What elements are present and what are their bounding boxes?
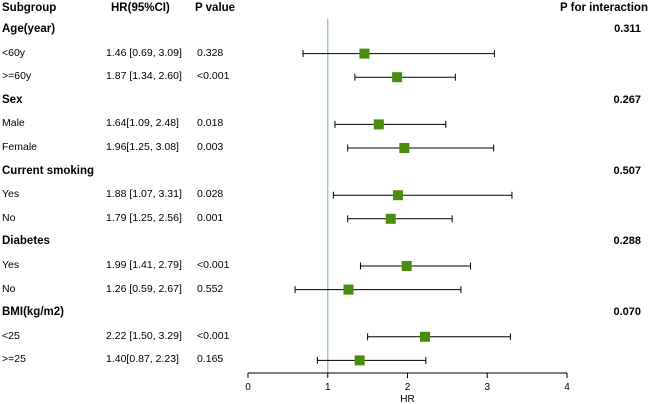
x-tick-label: 4 (564, 382, 570, 393)
hr-marker (399, 143, 410, 153)
header-p-interaction: P for interaction (560, 2, 648, 14)
hr-marker (401, 261, 412, 271)
hr-marker (354, 355, 365, 366)
hr-marker (385, 213, 396, 224)
x-tick-label: 1 (325, 382, 331, 393)
hr-ci-text: 1.88 [1.07, 3.31] (106, 188, 182, 201)
row-label: Female (2, 141, 38, 153)
group-label: Age(year) (2, 23, 56, 35)
p-value-text: 0.001 (197, 211, 224, 224)
p-value-text: 0.328 (197, 46, 224, 59)
group-label: Diabetes (2, 235, 50, 248)
row-label: >=25 (2, 353, 26, 366)
hr-ci-text: 1.64[1.09, 2.48] (106, 117, 179, 130)
hr-marker (343, 284, 354, 295)
row-label: Yes (2, 259, 20, 271)
x-tick-label: 0 (245, 382, 251, 393)
row-label: <25 (2, 329, 20, 342)
hr-ci-text: 1.40[0.87, 2.23] (106, 353, 179, 366)
p-value-text: <0.001 (197, 329, 230, 342)
x-axis-title: HR (400, 394, 414, 404)
p-interaction-value: 0.288 (613, 235, 641, 248)
hr-ci-text: 1.87 [1.34, 2.60] (106, 70, 182, 83)
header-p-value: P value (195, 2, 236, 14)
x-tick-label: 3 (484, 382, 490, 393)
hr-ci-text: 1.99 [1.41, 2.79] (106, 259, 182, 271)
row-label: Yes (2, 188, 20, 201)
p-interaction-value: 0.267 (613, 93, 641, 106)
p-value-text: 0.165 (197, 353, 224, 366)
row-label: <60y (2, 46, 26, 59)
p-value-text: <0.001 (197, 259, 230, 271)
hr-marker (373, 119, 384, 130)
p-value-text: <0.001 (197, 70, 230, 83)
p-value-text: 0.003 (197, 141, 224, 153)
hr-marker (359, 48, 370, 59)
hr-ci-text: 1.46 [0.69, 3.09] (106, 46, 182, 59)
row-label: No (2, 211, 16, 224)
hr-ci-text: 1.96[1.25, 3.08] (106, 141, 179, 153)
row-label: >=60y (2, 70, 32, 83)
p-interaction-value: 0.311 (614, 23, 641, 35)
p-interaction-value: 0.507 (613, 164, 641, 177)
p-value-text: 0.018 (197, 117, 224, 130)
hr-marker (420, 331, 431, 342)
group-label: Current smoking (2, 164, 95, 177)
hr-ci-text: 1.79 [1.25, 2.56] (106, 211, 182, 224)
header-subgroup: Subgroup (2, 2, 57, 14)
p-interaction-value: 0.070 (613, 306, 641, 319)
row-label: Male (2, 117, 25, 130)
hr-ci-text: 2.22 [1.50, 3.29] (106, 329, 182, 342)
row-label: No (2, 282, 16, 295)
group-label: Sex (2, 93, 23, 106)
hr-marker (392, 190, 403, 201)
p-value-text: 0.028 (197, 188, 224, 201)
p-value-text: 0.552 (197, 282, 224, 295)
x-tick-label: 2 (405, 382, 411, 393)
header-hr: HR(95%CI) (111, 2, 170, 14)
group-label: BMI(kg/m2) (2, 306, 64, 319)
hr-ci-text: 1.26 [0.59, 2.67] (106, 282, 182, 295)
hr-marker (392, 72, 403, 83)
